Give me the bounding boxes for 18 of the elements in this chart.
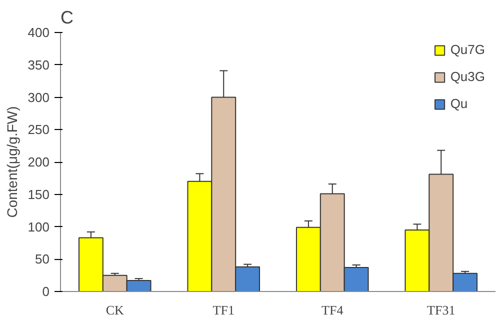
y-tick-label: 50 xyxy=(35,252,50,267)
y-tick-label: 400 xyxy=(28,25,50,40)
y-tick-label: 300 xyxy=(28,90,50,105)
y-tick-label: 100 xyxy=(28,219,50,234)
legend-label: Qu7G xyxy=(450,42,485,57)
legend-label: Qu3G xyxy=(450,69,485,84)
x-tick-label: TF4 xyxy=(322,302,344,318)
y-tick-label: 250 xyxy=(28,122,50,138)
y-tick-label: 350 xyxy=(28,57,50,72)
x-tick-label: TF31 xyxy=(427,302,456,318)
y-axis-title: Content(μg/g.FW) xyxy=(4,106,20,218)
y-tick-label: 0 xyxy=(42,284,50,299)
x-tick-label: CK xyxy=(106,302,125,318)
y-tick-label: 150 xyxy=(28,186,50,202)
y-tick-label: 200 xyxy=(28,154,50,170)
legend-label: Qu xyxy=(450,96,469,111)
chart-title: C xyxy=(60,8,74,28)
x-tick-label: TF1 xyxy=(212,302,234,318)
